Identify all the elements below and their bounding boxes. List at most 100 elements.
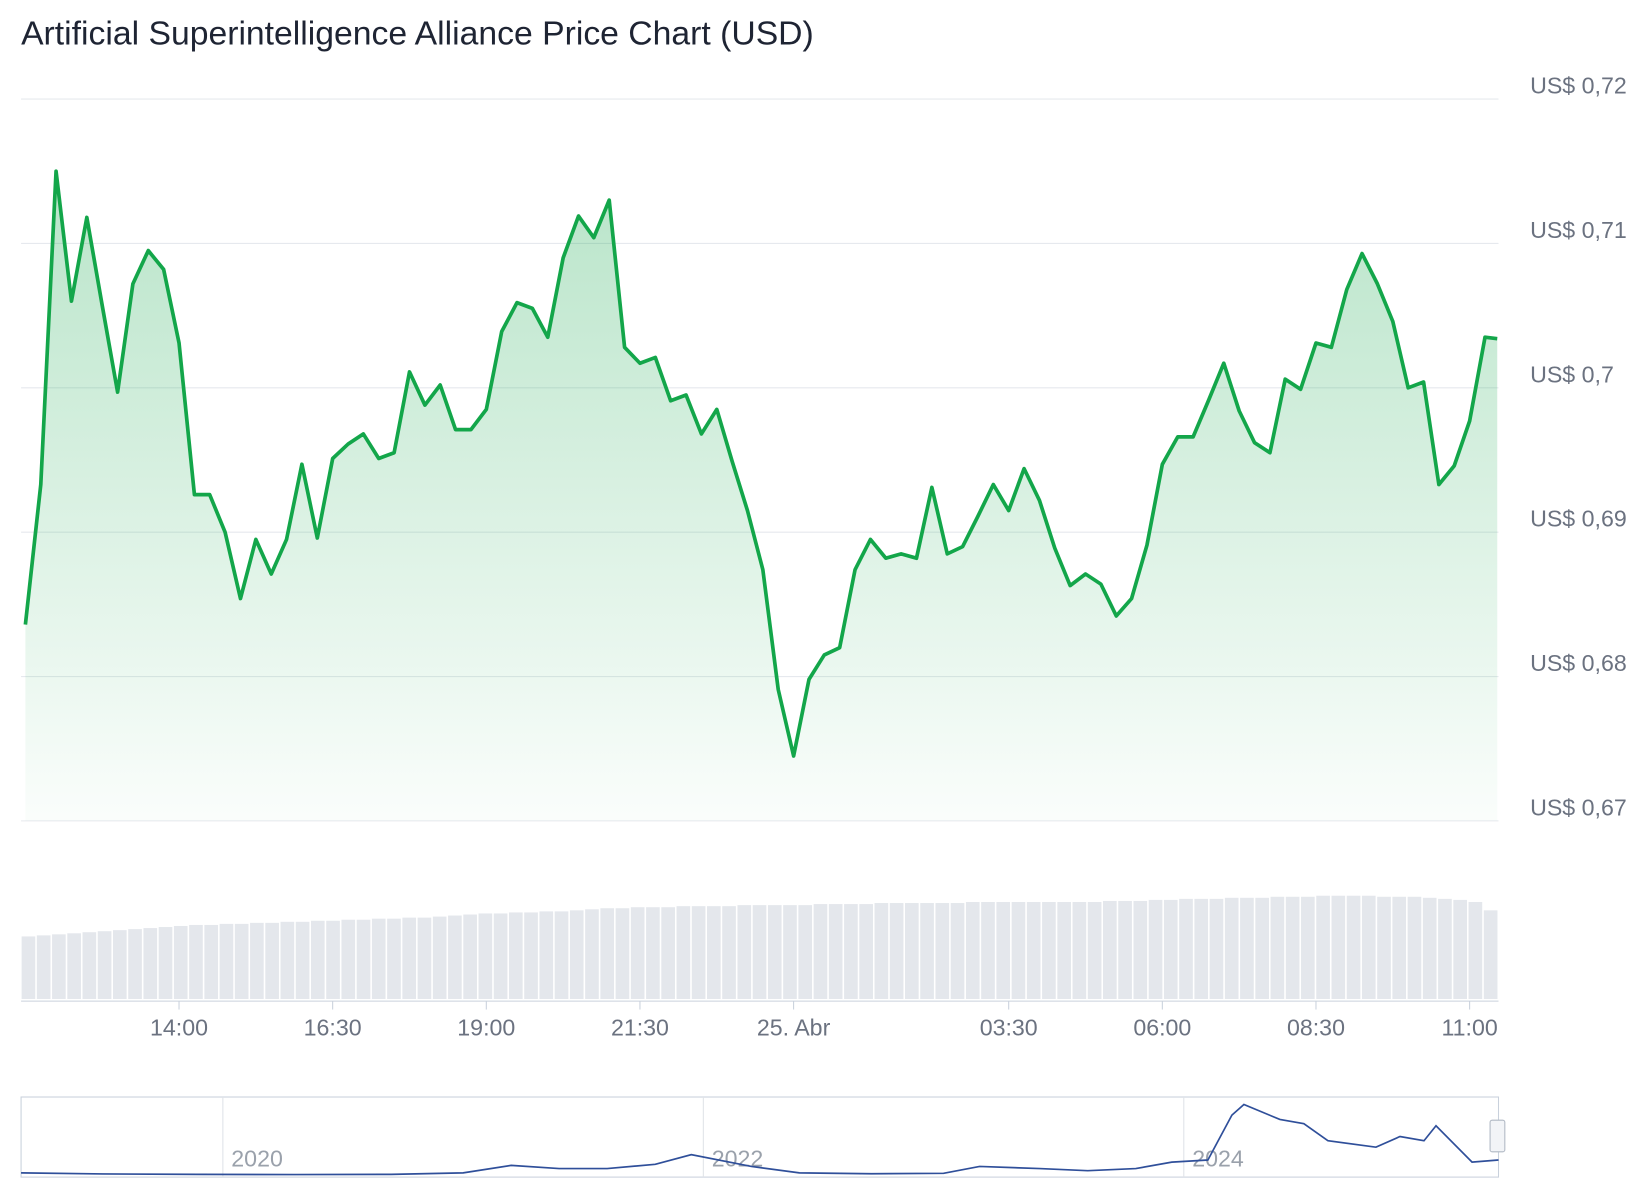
volume-bar [234, 923, 249, 1000]
volume-bar [783, 905, 797, 1000]
volume-bar [813, 904, 828, 1000]
volume-bar [97, 931, 112, 1000]
volume-bar [828, 904, 843, 1000]
volume-bar [280, 921, 295, 1000]
volume-bar [1042, 901, 1056, 1000]
volume-bar [539, 911, 554, 1000]
price-area [25, 171, 1498, 821]
volume-bar [417, 917, 432, 1000]
chart-title: Artificial Superintelligence Alliance Pr… [21, 15, 814, 53]
volume-bar [691, 906, 706, 1000]
volume-bar [585, 909, 599, 1000]
volume-bar [569, 910, 584, 1000]
navigator-handle[interactable] [1489, 1119, 1506, 1153]
volume-bar [295, 921, 310, 1000]
volume-bar [82, 932, 97, 1000]
volume-bar [676, 906, 691, 1000]
y-tick-label: US$ 0,7 [1530, 361, 1614, 387]
volume-bar [722, 906, 736, 1000]
volume-bar [1224, 897, 1239, 1000]
price-line [23, 169, 1498, 758]
volume-bar [1255, 897, 1269, 1000]
navigator-tick-label: 2024 [1192, 1145, 1244, 1171]
volume-bar [1392, 896, 1407, 1000]
volume-bar [1118, 900, 1132, 1000]
volume-bar [554, 911, 569, 1000]
x-tick-label: 11:00 [1441, 1015, 1497, 1041]
volume-bar [52, 934, 66, 1000]
volume-bar [859, 904, 873, 1000]
volume-bar [905, 903, 919, 1000]
x-tick-label: 21:30 [611, 1015, 669, 1041]
volume-bar [1285, 896, 1300, 1000]
volume-bar [1026, 901, 1041, 1000]
volume-bar [432, 916, 447, 1000]
volume-bar [21, 936, 36, 1000]
volume-bar [935, 903, 950, 1000]
volume-bar [341, 919, 356, 1000]
volume-bar [204, 924, 219, 1000]
volume-bar [1103, 900, 1117, 1000]
volume-bar [707, 906, 721, 1000]
volume-bar [158, 927, 173, 1000]
volume-bar [1194, 898, 1209, 1000]
x-tick-label: 08:30 [1287, 1015, 1345, 1041]
volume-bar [889, 903, 904, 1000]
volume-bar [219, 923, 234, 1000]
volume-bar [1407, 896, 1422, 1000]
volume-bar [402, 917, 417, 1000]
volume-bar [767, 905, 782, 1000]
x-tick-label: 06:00 [1133, 1015, 1191, 1041]
volume-bar [1468, 901, 1483, 1000]
volume-bar [1057, 901, 1071, 1000]
volume-bar [1422, 897, 1437, 1000]
volume-bar [981, 901, 995, 1000]
volume-bar [1240, 897, 1254, 1000]
volume-bar [737, 905, 752, 1000]
volume-bar [1270, 896, 1285, 1000]
y-tick-label: US$ 0,72 [1530, 73, 1627, 99]
volume-bar [509, 912, 523, 1000]
volume-bar [996, 901, 1011, 1000]
y-tick-label: US$ 0,68 [1530, 650, 1627, 676]
x-tick-label: 25. Abr [757, 1015, 831, 1041]
volume-bar [646, 907, 660, 1000]
volume-bar [920, 903, 934, 1000]
y-tick-label: US$ 0,71 [1530, 217, 1627, 243]
volume-bar [67, 933, 81, 1000]
volume-bar [874, 903, 889, 1000]
volume-bar [630, 907, 645, 1000]
volume-bar [478, 913, 493, 1000]
volume-bar [310, 920, 325, 1000]
volume-bar [112, 930, 127, 1000]
volume-bar [128, 929, 142, 1000]
volume-bar [1163, 899, 1178, 1000]
volume-bar [1316, 895, 1330, 1000]
volume-bar [1346, 895, 1361, 1000]
volume-bar [356, 919, 371, 1000]
volume-bar [1148, 899, 1163, 1000]
volume-bar [493, 913, 508, 1000]
volume-bar [1179, 898, 1193, 1000]
volume-bar [143, 928, 158, 1000]
volume-bar [615, 908, 630, 1000]
y-tick-label: US$ 0,69 [1530, 506, 1627, 532]
volume-bar [463, 914, 477, 1000]
volume-bar [1453, 899, 1467, 1000]
volume-bar [1483, 910, 1498, 1000]
volume-bar [1438, 898, 1452, 1000]
volume-bar [950, 903, 965, 1000]
x-tick-label: 03:30 [980, 1015, 1038, 1041]
volume-bar [371, 918, 386, 1000]
volume-bar [1209, 898, 1224, 1000]
volume-bar [798, 905, 813, 1000]
volume-bar [1377, 896, 1391, 1000]
navigator-tick-label: 2020 [231, 1145, 283, 1171]
x-tick-label: 16:30 [304, 1015, 362, 1041]
volume-bar [1331, 895, 1346, 1000]
volume-bar [844, 904, 858, 1000]
volume-bar [600, 908, 615, 1000]
volume-bar [1072, 901, 1087, 1000]
volume-bar [1361, 895, 1376, 1000]
